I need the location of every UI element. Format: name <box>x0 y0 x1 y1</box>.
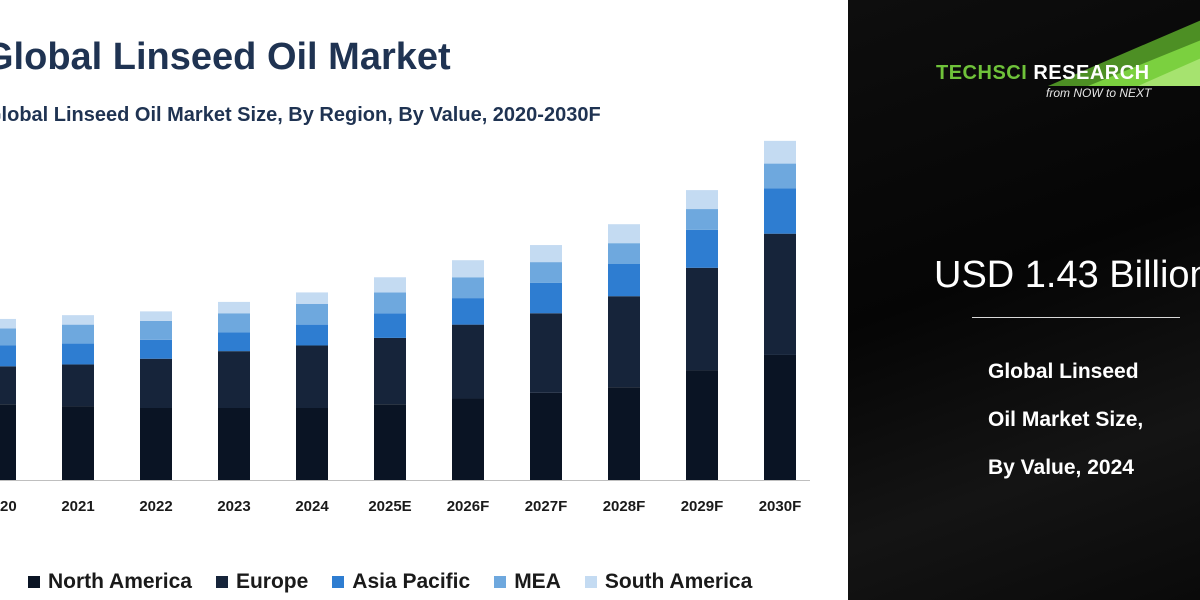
bar-segment <box>0 318 16 329</box>
brand-logo: TECHSCI RESEARCH <box>936 62 1150 85</box>
bar-segment <box>764 354 796 480</box>
legend-label: North America <box>48 570 192 593</box>
bar-segment <box>140 311 172 321</box>
brand-logo-wedge-icon <box>1048 20 1200 86</box>
kpi-value: USD 1.43 Billion <box>934 254 1200 296</box>
bar-segment <box>686 190 718 210</box>
legend-item: North America <box>28 570 192 594</box>
bar-segment <box>218 332 250 352</box>
brand-name-second: RESEARCH <box>1033 62 1150 84</box>
bar-segment <box>530 392 562 480</box>
bar-segment <box>374 337 406 405</box>
bar-segment <box>452 398 484 480</box>
bar-segment <box>218 313 250 333</box>
legend-item: South America <box>584 570 753 594</box>
brand-name-first: TECHSCI <box>936 62 1028 84</box>
bar-segment <box>686 267 718 371</box>
bar-segment <box>530 262 562 283</box>
x-tick-label: 2027F <box>525 498 568 515</box>
x-tick-label: 2020 <box>0 498 17 515</box>
bar-segment <box>218 351 250 408</box>
bar-segment <box>62 315 94 325</box>
bar-segment <box>452 277 484 299</box>
legend-swatch <box>332 576 345 588</box>
kpi-caption-line: By Value, 2024 <box>988 456 1134 479</box>
stacked-bar-chart: 2020 2021 2022 2023 2024 2025E 2026F 2027F 2028F… <box>0 140 810 515</box>
legend-swatch <box>584 576 597 588</box>
bar-segment <box>296 345 328 408</box>
bar-segment <box>0 366 16 405</box>
bar-segment <box>140 358 172 408</box>
bar-segment <box>296 292 328 304</box>
bar-segment <box>218 408 250 480</box>
bar-segment <box>452 324 484 399</box>
x-tick-label: 2030F <box>759 498 802 515</box>
bar-segment <box>764 233 796 355</box>
x-tick-label: 2023 <box>217 498 250 515</box>
bar-segment <box>530 245 562 263</box>
bar-segment <box>374 292 406 314</box>
x-tick-label: 2021 <box>61 498 94 515</box>
bar-segment <box>296 408 328 480</box>
bar-segment <box>374 277 406 293</box>
chart-legend: North America Europe Asia Pacific MEA South … <box>0 568 848 596</box>
x-tick-label: 2024 <box>295 498 329 515</box>
bar-segment <box>0 404 16 480</box>
bar-segment <box>452 260 484 278</box>
kpi-caption-line: Global Linseed <box>988 360 1139 383</box>
bar-segment <box>140 408 172 480</box>
bar-segment <box>0 328 16 346</box>
bar-segment <box>0 345 16 367</box>
bar-segment <box>530 282 562 314</box>
legend-item: MEA <box>494 570 561 594</box>
bar-segment <box>62 324 94 344</box>
x-tick-label: 2026F <box>447 498 490 515</box>
bar-segment <box>608 224 640 244</box>
bar-segment <box>686 229 718 268</box>
summary-panel: TECHSCI RESEARCH from NOW to NEXT USD 1.… <box>848 0 1200 600</box>
bar-segment <box>296 324 328 346</box>
bar-segment <box>764 163 796 189</box>
chart-subtitle: Global Linseed Oil Market Size, By Regio… <box>0 104 601 126</box>
bar-segment <box>62 364 94 407</box>
legend-label: MEA <box>514 570 561 593</box>
chart-title: Global Linseed Oil Market <box>0 36 451 78</box>
bar-segment <box>452 298 484 325</box>
brand-tagline: from NOW to NEXT <box>1046 86 1152 100</box>
x-tick-label: 2028F <box>603 498 646 515</box>
bar-segment <box>374 404 406 480</box>
bar-segment <box>686 209 718 230</box>
bar-segment <box>686 370 718 480</box>
legend-swatch <box>28 576 40 588</box>
bar-segment <box>296 303 328 325</box>
bar-segment <box>608 296 640 388</box>
chart-panel: Global Linseed Oil Market Global Linseed… <box>0 36 848 596</box>
bar-segment <box>218 301 250 314</box>
bar-segment <box>530 313 562 393</box>
bar-segment <box>140 339 172 359</box>
kpi-caption: Global Linseed Oil Market Size, By Value… <box>988 348 1188 492</box>
legend-item: Europe <box>215 570 309 594</box>
bar-segment <box>62 406 94 480</box>
bar-segment <box>62 343 94 365</box>
x-tick-label: 2029F <box>681 498 724 515</box>
x-tick-label: 2022 <box>139 498 172 515</box>
bar-segment <box>608 387 640 480</box>
legend-item: Asia Pacific <box>332 570 470 594</box>
legend-swatch <box>215 576 228 588</box>
bar-segment <box>764 188 796 234</box>
bar-segment <box>140 320 172 340</box>
x-tick-label: 2025E <box>368 498 411 515</box>
kpi-divider <box>972 317 1180 318</box>
legend-swatch <box>494 576 507 588</box>
bar-segment <box>608 264 640 297</box>
kpi-caption-line: Oil Market Size, <box>988 408 1144 431</box>
bar-segment <box>374 313 406 338</box>
legend-label: South America <box>604 570 753 593</box>
legend-label: Asia Pacific <box>352 570 471 593</box>
bar-segment <box>608 243 640 264</box>
legend-label: Europe <box>235 570 309 593</box>
bar-segment <box>764 140 796 164</box>
